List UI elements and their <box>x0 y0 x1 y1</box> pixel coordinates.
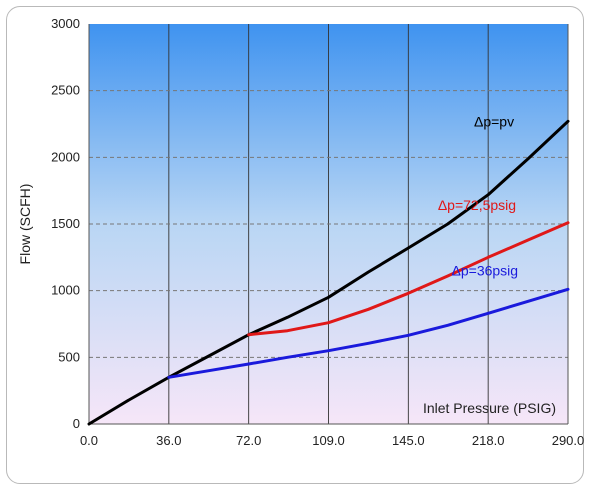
x-tick-label: 36.0 <box>156 433 181 448</box>
y-tick-label: 1000 <box>51 283 80 298</box>
series-label: Δp=pv <box>474 114 514 130</box>
tick-labels: 0.0 36.0 72.0 109.0 145.0 218.0 290.0 0 500 1000 1… <box>51 16 584 448</box>
series-line <box>247 221 570 337</box>
x-axis-title: Inlet Pressure (PSIG) <box>423 400 556 416</box>
y-tick-label: 0 <box>73 416 80 431</box>
y-tick-label: 1500 <box>51 216 80 231</box>
series-line <box>167 287 570 379</box>
x-tick-label: 145.0 <box>392 433 425 448</box>
x-tick-label: 72.0 <box>236 433 261 448</box>
grid-lines <box>89 24 568 424</box>
x-tick-label: 0.0 <box>80 433 98 448</box>
data-series <box>87 119 570 426</box>
series-label: Δp=36psig <box>452 262 519 278</box>
x-tick-label: 109.0 <box>312 433 345 448</box>
y-tick-label: 500 <box>58 349 80 364</box>
y-tick-label: 2500 <box>51 83 80 98</box>
y-axis-title: Flow (SCFH) <box>17 184 33 265</box>
series-labels: Δp=pv Δp=72,5psig Δp=36psig <box>438 114 518 279</box>
y-tick-label: 3000 <box>51 16 80 31</box>
y-tick-label: 2000 <box>51 149 80 164</box>
x-tick-label: 290.0 <box>552 433 585 448</box>
series-label: Δp=72,5psig <box>438 197 516 213</box>
x-tick-label: 218.0 <box>472 433 505 448</box>
